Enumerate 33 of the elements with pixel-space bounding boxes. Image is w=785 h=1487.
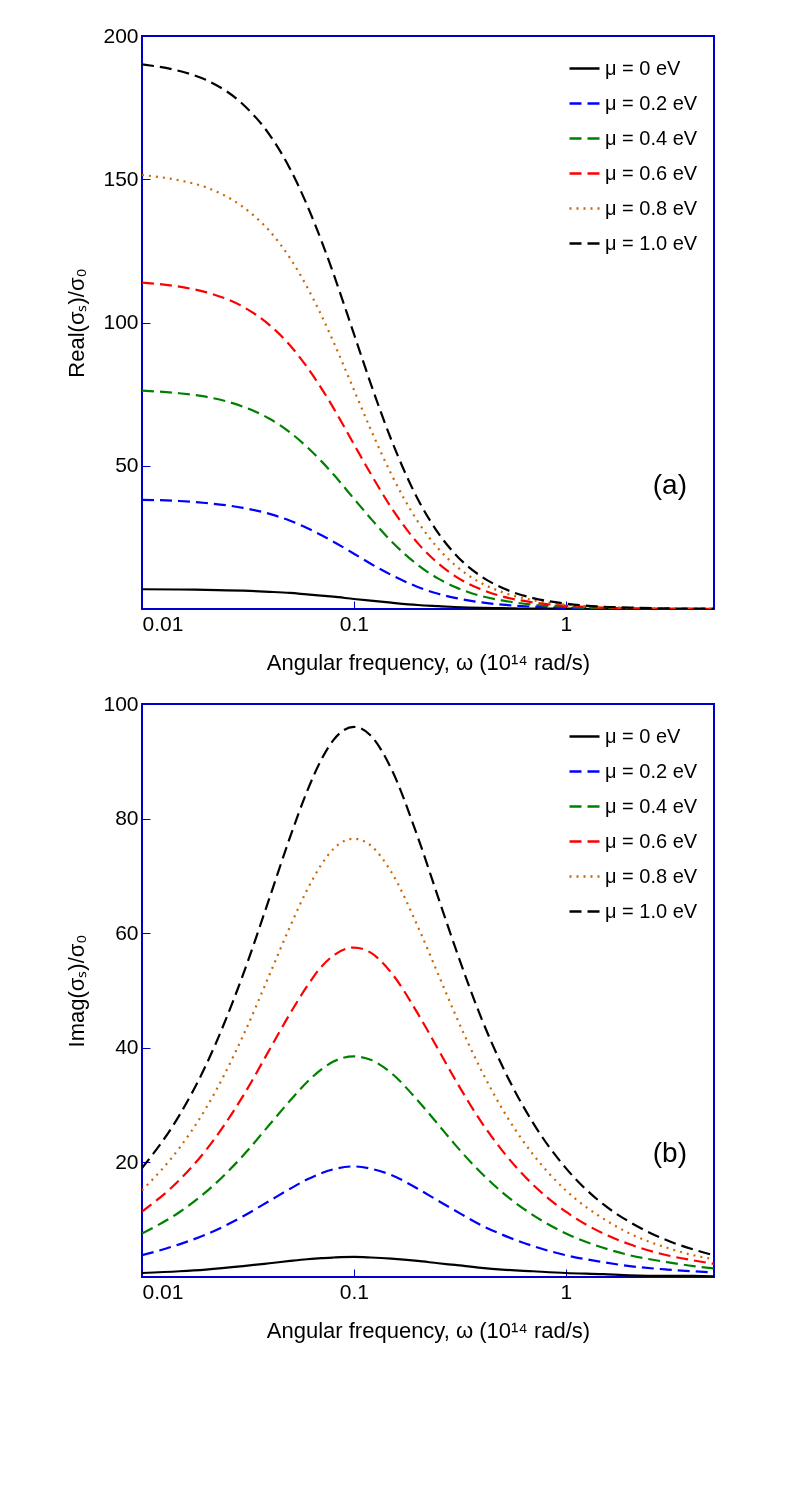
legend-label: μ = 0.4 eV xyxy=(605,794,698,817)
x-axis-title: Angular frequency, ω (10¹⁴ rad/s) xyxy=(266,1317,591,1343)
x-axis-title: Angular frequency, ω (10¹⁴ rad/s) xyxy=(266,649,591,675)
legend-label: μ = 0.4 eV xyxy=(605,126,698,149)
y-axis-title: Real(σₛ)/σ₀ xyxy=(64,268,90,378)
legend-label: μ = 0.6 eV xyxy=(605,161,698,184)
legend-label: μ = 1.0 eV xyxy=(605,899,698,922)
legend-label: μ = 1.0 eV xyxy=(605,231,698,254)
legend-label: μ = 0.8 eV xyxy=(605,196,698,219)
annotation: (a) xyxy=(652,469,687,500)
annotation: (b) xyxy=(652,1137,687,1168)
legend-label: μ = 0.8 eV xyxy=(605,864,698,887)
y-tick-label: 100 xyxy=(103,310,139,333)
x-tick-label: 0.1 xyxy=(339,1279,370,1303)
x-tick-label: 0.1 xyxy=(339,611,370,635)
y-tick-label: 60 xyxy=(115,920,139,944)
x-tick-label: 0.01 xyxy=(142,1279,184,1303)
x-tick-label: 0.01 xyxy=(142,611,184,635)
legend-label: μ = 0 eV xyxy=(605,56,682,79)
x-tick-label: 1 xyxy=(560,1279,573,1303)
legend-label: μ = 0 eV xyxy=(605,724,682,747)
y-tick-label: 100 xyxy=(103,691,139,715)
y-tick-label: 80 xyxy=(115,806,139,830)
y-tick-label: 200 xyxy=(103,23,139,47)
legend-label: μ = 0.2 eV xyxy=(605,91,698,114)
y-tick-label: 50 xyxy=(115,453,139,477)
y-tick-label: 40 xyxy=(115,1035,139,1059)
y-tick-label: 150 xyxy=(103,166,139,190)
y-axis-title: Imag(σₛ)/σ₀ xyxy=(64,934,90,1048)
y-tick-label: 20 xyxy=(115,1149,139,1173)
x-tick-label: 1 xyxy=(560,611,573,635)
legend-label: μ = 0.2 eV xyxy=(605,759,698,782)
legend-label: μ = 0.6 eV xyxy=(605,829,698,852)
